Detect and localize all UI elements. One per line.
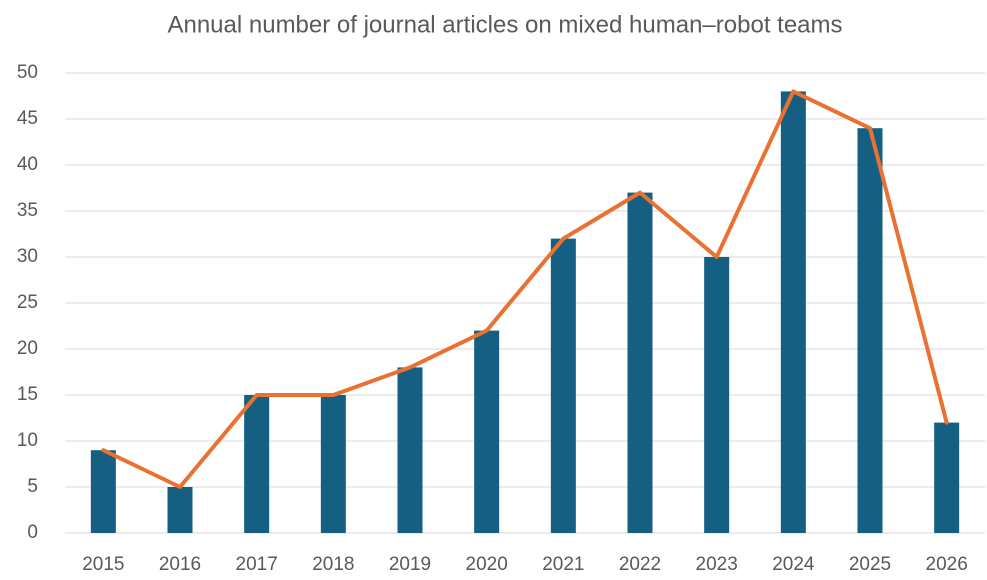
x-tick-label: 2017 <box>236 554 278 575</box>
bar <box>244 395 270 533</box>
bar <box>627 192 653 533</box>
x-tick-label: 2019 <box>389 554 431 575</box>
chart-title: Annual number of journal articles on mix… <box>167 11 842 38</box>
x-tick-label: 2018 <box>312 554 354 575</box>
bar <box>320 395 346 533</box>
y-tick-label: 15 <box>17 384 38 405</box>
y-tick-label: 20 <box>17 338 38 359</box>
y-tick-label: 45 <box>17 108 38 129</box>
x-tick-label: 2024 <box>772 554 815 575</box>
y-tick-label: 40 <box>17 154 38 175</box>
y-tick-label: 50 <box>17 62 38 83</box>
bar <box>90 450 116 533</box>
bar <box>780 91 806 534</box>
y-tick-label: 10 <box>17 430 38 451</box>
bar <box>167 487 193 533</box>
bar <box>704 257 730 533</box>
x-tick-label: 2026 <box>926 554 968 575</box>
y-tick-label: 25 <box>17 292 38 313</box>
bar <box>474 330 500 533</box>
line <box>101 89 949 489</box>
y-tick-label: 30 <box>17 246 38 267</box>
bar <box>550 238 576 533</box>
bar <box>934 422 960 533</box>
x-tick-label: 2023 <box>696 554 738 575</box>
bar <box>397 367 423 533</box>
x-tick-label: 2016 <box>159 554 201 575</box>
x-tick-label: 2025 <box>849 554 891 575</box>
x-tick-label: 2015 <box>82 554 124 575</box>
x-tick-label: 2022 <box>619 554 661 575</box>
bar <box>857 128 883 533</box>
y-tick-label: 5 <box>27 476 38 497</box>
x-tick-label: 2021 <box>542 554 584 575</box>
y-tick-label: 0 <box>27 522 38 543</box>
x-tick-label: 2020 <box>466 554 508 575</box>
y-tick-label: 35 <box>17 200 38 221</box>
